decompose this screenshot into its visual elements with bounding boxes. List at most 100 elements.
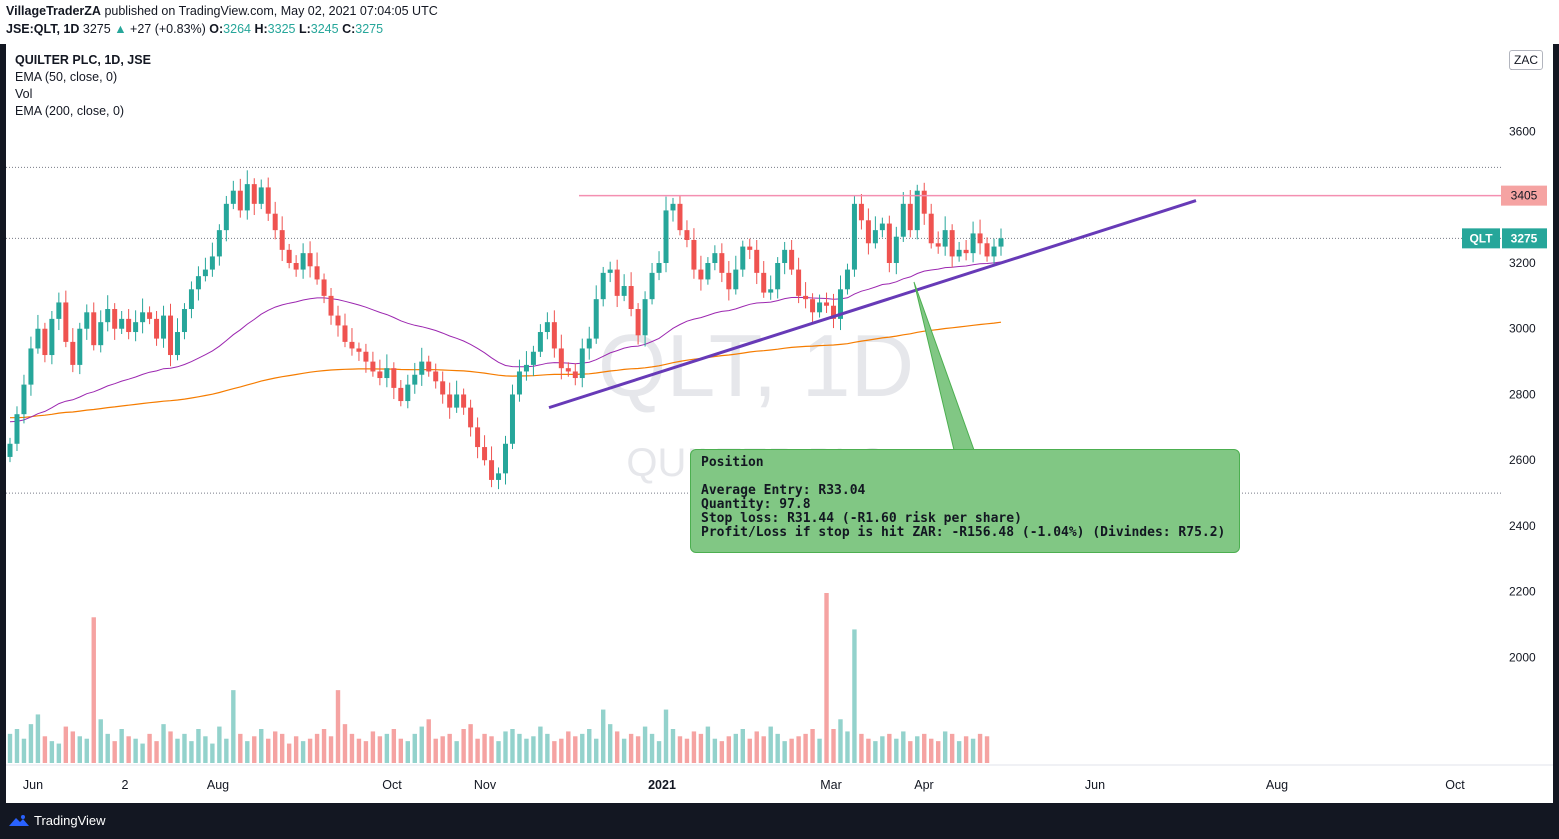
tradingview-brand[interactable]: TradingView xyxy=(8,813,106,828)
note-title: Position xyxy=(701,455,764,470)
volume-bar xyxy=(824,593,829,763)
price-axis[interactable]: 2000220024002600280030003200340036003800… xyxy=(1462,59,1547,665)
volume-bar xyxy=(489,736,494,763)
candle-body xyxy=(537,332,543,352)
candle-body xyxy=(342,325,348,342)
volume-bar xyxy=(35,714,41,763)
time-tick: Oct xyxy=(1445,778,1465,792)
candle-body xyxy=(300,253,306,270)
position-note[interactable]: Position Average Entry: R33.04 Quantity:… xyxy=(690,449,1240,553)
legend-ema200[interactable]: EMA (200, close, 0) xyxy=(15,104,125,118)
volume-bar xyxy=(880,736,885,763)
candle-body xyxy=(740,246,746,270)
time-tick: 2 xyxy=(122,778,129,792)
volume-bar xyxy=(314,733,320,763)
candle-body xyxy=(251,184,257,204)
volume-bar xyxy=(252,736,257,763)
volume-bar xyxy=(796,736,801,763)
candle-body xyxy=(91,312,97,346)
volume-bar xyxy=(203,736,208,763)
volume-bar xyxy=(475,738,480,763)
resistance-price-label: 3405 xyxy=(1511,189,1538,203)
volume-bar xyxy=(503,731,508,763)
candle-body xyxy=(461,394,467,408)
volume-bar xyxy=(621,738,627,763)
volume-bar xyxy=(391,729,397,763)
volume-bar xyxy=(482,733,487,763)
candle-body xyxy=(900,203,906,237)
candle-body xyxy=(216,230,222,257)
candle-body xyxy=(579,348,585,379)
candle-body xyxy=(265,187,271,214)
volume-bar xyxy=(286,743,292,763)
resistance-price-label-bg xyxy=(1501,185,1547,206)
price-tick: 2800 xyxy=(1509,387,1536,401)
price-tick: 2000 xyxy=(1509,650,1536,664)
last-price-label: 3275 xyxy=(1511,231,1538,245)
candle-body xyxy=(468,407,474,428)
volume-bar xyxy=(768,726,773,763)
candle-body xyxy=(810,299,816,313)
volume-bar xyxy=(531,736,536,763)
publisher-name[interactable]: VillageTraderZA xyxy=(6,4,101,18)
volume-bar xyxy=(454,741,459,763)
candle-body xyxy=(181,309,187,333)
open-value: 3264 xyxy=(223,22,251,36)
volume-bar xyxy=(740,729,745,763)
candle-body xyxy=(831,305,837,319)
ema200-line xyxy=(10,321,1002,419)
candle-body xyxy=(140,312,146,323)
candle-body xyxy=(775,263,781,290)
volume-bar xyxy=(77,736,82,763)
candle-body xyxy=(314,266,320,280)
volume-bar xyxy=(747,738,752,763)
last-price-label-bg xyxy=(1502,228,1547,249)
chart-pane[interactable]: QLT, 1D QUILTER PLC 20002200240026002800… xyxy=(6,44,1553,803)
volume-bar xyxy=(628,733,634,763)
volume-bar xyxy=(712,738,718,763)
candle-body xyxy=(307,253,313,267)
volume-bar xyxy=(140,743,145,763)
volume-bar xyxy=(461,729,466,763)
candle-body xyxy=(168,315,174,356)
candle-body xyxy=(112,309,118,329)
volume-bar xyxy=(894,738,899,763)
volume-bar xyxy=(949,733,955,763)
candle-body xyxy=(970,233,976,254)
volume-bar xyxy=(901,731,906,763)
volume-bar xyxy=(91,617,96,763)
low-value: 3245 xyxy=(310,22,339,36)
price-tick: 2200 xyxy=(1509,585,1536,599)
volume-bar xyxy=(552,741,557,763)
volume-bar xyxy=(496,741,501,763)
high-label: H: xyxy=(254,22,268,36)
candle-body xyxy=(105,309,111,323)
candle-body xyxy=(405,384,411,402)
volume-bar xyxy=(307,738,313,763)
legend-title[interactable]: QUILTER PLC, 1D, JSE xyxy=(15,53,151,67)
candle-body xyxy=(356,348,362,352)
volume-bar xyxy=(977,733,983,763)
time-axis[interactable]: Jun 2 Aug Oct Nov 2021 Mar Apr Jun Aug Oct xyxy=(6,764,1553,792)
candle-body xyxy=(837,289,843,319)
volume-bar xyxy=(217,726,222,763)
trendline xyxy=(548,199,1197,410)
candle-body xyxy=(503,443,508,474)
volume-bar xyxy=(210,743,215,763)
volume-bar xyxy=(56,743,62,763)
volume-bar xyxy=(98,719,103,763)
volume-bar xyxy=(691,731,697,763)
legend-ema50[interactable]: EMA (50, close, 0) xyxy=(15,70,118,84)
currency-badge[interactable]: ZAC xyxy=(1509,50,1543,70)
legend-volume[interactable]: Vol xyxy=(15,87,33,101)
volume-bar xyxy=(384,733,390,763)
candle-body xyxy=(998,238,1004,247)
candle-body xyxy=(851,203,857,270)
candle-body xyxy=(844,269,850,290)
ohlc-line: JSE:QLT, 1D 3275 ▲ +27 (+0.83%) O:3264 H… xyxy=(6,22,383,36)
volume-bar xyxy=(189,741,194,763)
price-chart[interactable]: QLT, 1D QUILTER PLC 20002200240026002800… xyxy=(6,44,1553,803)
volume-bar xyxy=(28,724,34,763)
close-label: C: xyxy=(342,22,356,36)
volume-bar xyxy=(342,724,348,763)
